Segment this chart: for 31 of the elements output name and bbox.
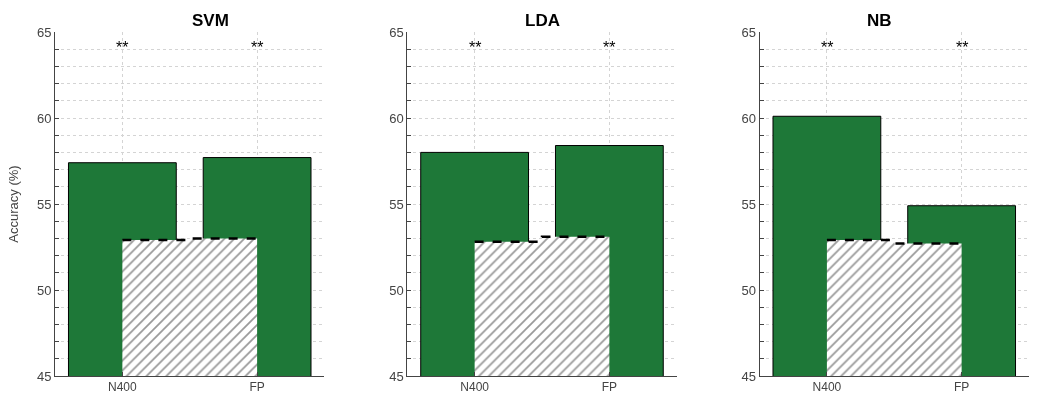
- x-tick-label: FP: [953, 380, 970, 395]
- y-tick-label: 50: [741, 282, 756, 298]
- y-axis-title: Accuracy (%): [5, 165, 21, 243]
- y-tick-label: 45: [741, 368, 756, 384]
- annotation: **: [821, 39, 834, 56]
- y-tick-label: 45: [389, 368, 404, 384]
- y-tick-label: 60: [741, 110, 756, 126]
- y-tick-label: 60: [36, 110, 52, 126]
- annotation: **: [116, 39, 129, 56]
- y-tick-label: 55: [389, 196, 404, 212]
- x-tick-label: N400: [812, 380, 842, 395]
- annotation: **: [469, 39, 482, 56]
- y-tick-label: 60: [389, 110, 404, 126]
- x-tick-label: N400: [460, 380, 490, 395]
- x-tick-label: N400: [108, 380, 138, 395]
- y-tick-label: 50: [389, 282, 404, 298]
- y-tick-label: 45: [36, 368, 52, 384]
- x-tick-label: FP: [249, 380, 265, 395]
- annotation: **: [603, 39, 616, 56]
- y-tick-label: 50: [36, 282, 52, 298]
- annotation: **: [956, 39, 969, 56]
- annotation: **: [251, 39, 264, 56]
- y-tick-label: 55: [36, 196, 52, 212]
- y-tick-label: 65: [389, 24, 404, 40]
- y-tick-label: 55: [741, 196, 756, 212]
- x-tick-label: FP: [601, 380, 618, 395]
- y-tick-label: 65: [741, 24, 756, 40]
- y-tick-label: 65: [36, 24, 52, 40]
- chart-title: LDA: [525, 11, 560, 30]
- chart-title: SVM: [192, 11, 229, 30]
- chart-title: NB: [867, 11, 892, 30]
